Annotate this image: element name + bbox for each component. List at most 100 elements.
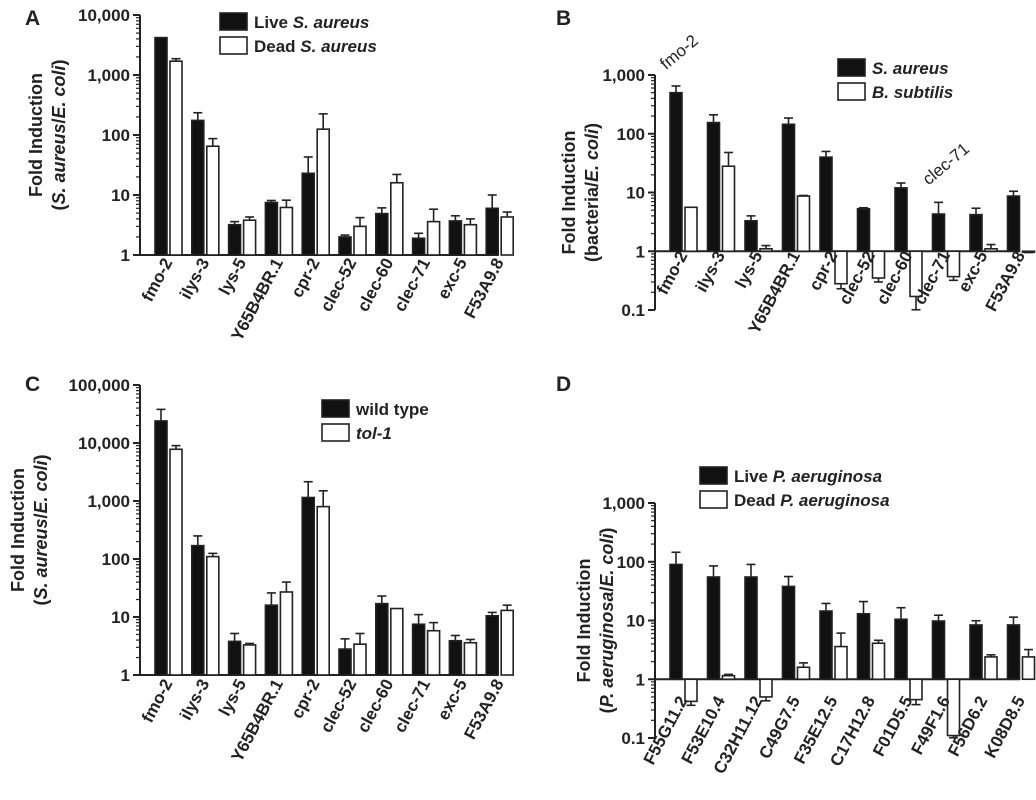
y-axis-label: Fold Induction [559, 131, 579, 255]
bar-s-aureus-lys-5 [744, 219, 758, 253]
bar-dead-p-aeruginosa-c32h11-12 [759, 678, 773, 698]
y-tick-label: 10 [111, 608, 130, 627]
y-axis-label: Fold Induction [574, 559, 594, 683]
bar-tol-1-clec-71 [426, 629, 441, 676]
bar-b-subtilis-fmo-2 [684, 206, 698, 253]
bar-s-aureus-clec-71 [931, 213, 946, 253]
bar-wild-type-clec-71 [411, 623, 426, 676]
y-tick-label: 10 [111, 186, 130, 205]
legend-label: wild type [355, 400, 429, 419]
bar-live-s-aureus-clec-52 [338, 236, 352, 256]
bar-dead-s-aureus-exc-5 [463, 223, 478, 256]
legend: Live P. aeruginosa Dead P. aeruginosa [699, 466, 890, 510]
y-axis-label: (S. aureus/E. coli) [31, 454, 51, 605]
legend-swatch [219, 36, 248, 55]
category-label: fmo-2 [653, 248, 692, 298]
bar-dead-s-aureus-fmo-2 [169, 60, 183, 256]
legend-label: B. subtilis [872, 83, 953, 102]
y-tick-label: 100 [102, 550, 130, 569]
bar-wild-type-clec-52 [338, 648, 352, 676]
bar-live-p-aeruginosa-f35e12-5 [819, 610, 833, 681]
legend-swatch [837, 82, 866, 101]
bar-dead-p-aeruginosa-k08d8-5 [1021, 656, 1036, 681]
y-tick-label: 1 [121, 666, 130, 685]
y-tick-label: 10 [626, 612, 645, 631]
legend-label: Live P. aeruginosa [734, 467, 882, 486]
y-axis-label: Fold Induction [8, 468, 28, 592]
category-label: ilys-3 [692, 248, 729, 295]
y-tick-label: 10 [626, 184, 645, 203]
bar-dead-s-aureus-f53a9-8 [500, 216, 515, 256]
bar-live-s-aureus-clec-71 [411, 237, 426, 256]
panel-c: C 1 10 100 1,000 10,000 100,000 Fold Induction(… [8, 373, 515, 765]
legend: Live S. aureus Dead S. aureus [219, 12, 377, 56]
y-axis-label: (bacteria/E. coli) [582, 123, 602, 262]
legend-label: Dead S. aureus [254, 37, 377, 56]
y-tick-label: 1 [121, 246, 130, 265]
bar-tol-1-f53a9-8 [500, 609, 515, 676]
bar-dead-s-aureus-clec-52 [353, 225, 367, 256]
y-tick-label: 1,000 [87, 66, 130, 85]
legend-swatch [699, 490, 728, 509]
bar-wild-type-exc-5 [448, 639, 463, 676]
bar-s-aureus-ilys-3 [706, 121, 721, 253]
bar-dead-p-aeruginosa-f55g11-2 [684, 678, 698, 703]
category-label: cpr-2 [287, 255, 323, 301]
bar-dead-s-aureus-cpr-2 [316, 128, 331, 256]
y-tick-label: 1,000 [87, 492, 130, 511]
legend-swatch [837, 58, 866, 77]
bar-dead-p-aeruginosa-f53e10-4 [721, 674, 736, 681]
bar-live-p-aeruginosa-f56d6-2 [969, 624, 983, 681]
bar-tol-1-ilys-3 [206, 555, 220, 676]
category-label: exc-5 [434, 255, 471, 302]
bar-wild-type-fmo-2 [154, 420, 168, 676]
bar-dead-p-aeruginosa-f35e12-5 [834, 645, 848, 681]
bar-tol-1-cpr-2 [316, 505, 331, 676]
y-tick-label: 1 [636, 670, 645, 689]
bar-live-p-aeruginosa-f01d5-5 [894, 618, 908, 681]
bar-tol-1-lys-5 [242, 644, 257, 676]
bar-wild-type-cpr-2 [301, 496, 316, 676]
y-tick-label: 100,000 [69, 376, 130, 395]
bar-wild-type-y65b4br-1 [264, 604, 279, 676]
category-label: exc-5 [434, 676, 471, 723]
panel-label: A [25, 7, 40, 30]
bar-dead-p-aeruginosa-c17h12-8 [871, 642, 886, 681]
bar-tol-1-y65b4br-1 [279, 591, 294, 676]
bar-dead-s-aureus-clec-60 [389, 181, 404, 256]
annotation-clec-71: clec-71 [919, 139, 973, 189]
panel-b: B 0.1 1 10 100 1,000 Fold Induction (bacteria/E… [556, 7, 1036, 337]
legend-swatch [321, 399, 350, 418]
bar-live-s-aureus-ilys-3 [191, 119, 205, 256]
bar-b-subtilis-ilys-3 [721, 165, 736, 253]
bar-dead-s-aureus-ilys-3 [206, 145, 220, 256]
bar-live-s-aureus-lys-5 [227, 223, 242, 256]
panel-a: A 1 10 100 1,000 10,000 Fold Induction(S. aure… [25, 6, 515, 344]
category-label: lys-5 [732, 248, 767, 291]
bar-b-subtilis-y65b4br-1 [796, 195, 811, 253]
bar-s-aureus-clec-60 [894, 187, 908, 253]
legend-swatch [219, 12, 248, 31]
y-tick-label: 100 [617, 125, 645, 144]
bar-b-subtilis-lys-5 [759, 248, 773, 253]
panel-label: D [556, 373, 571, 396]
bar-dead-s-aureus-lys-5 [242, 219, 257, 256]
bar-live-p-aeruginosa-c17h12-8 [856, 613, 871, 681]
bar-dead-p-aeruginosa-c49g7-5 [796, 666, 811, 681]
legend-swatch [699, 466, 728, 485]
bar-tol-1-clec-60 [389, 607, 404, 676]
y-tick-label: 100 [102, 126, 130, 145]
bar-s-aureus-cpr-2 [819, 156, 833, 253]
bar-wild-type-f53a9-8 [485, 614, 500, 676]
bar-live-p-aeruginosa-c49g7-5 [781, 585, 796, 681]
bar-wild-type-lys-5 [227, 640, 242, 676]
bar-s-aureus-exc-5 [969, 213, 983, 253]
bar-live-p-aeruginosa-f53e10-4 [706, 576, 721, 681]
y-tick-label: 1,000 [602, 66, 645, 85]
bar-live-s-aureus-exc-5 [448, 220, 463, 256]
y-tick-label: 1,000 [602, 494, 645, 513]
bar-live-s-aureus-cpr-2 [301, 172, 316, 256]
legend-label: S. aureus [872, 59, 949, 78]
category-label: cpr-2 [287, 676, 323, 722]
category-label: ilys-3 [176, 676, 213, 723]
